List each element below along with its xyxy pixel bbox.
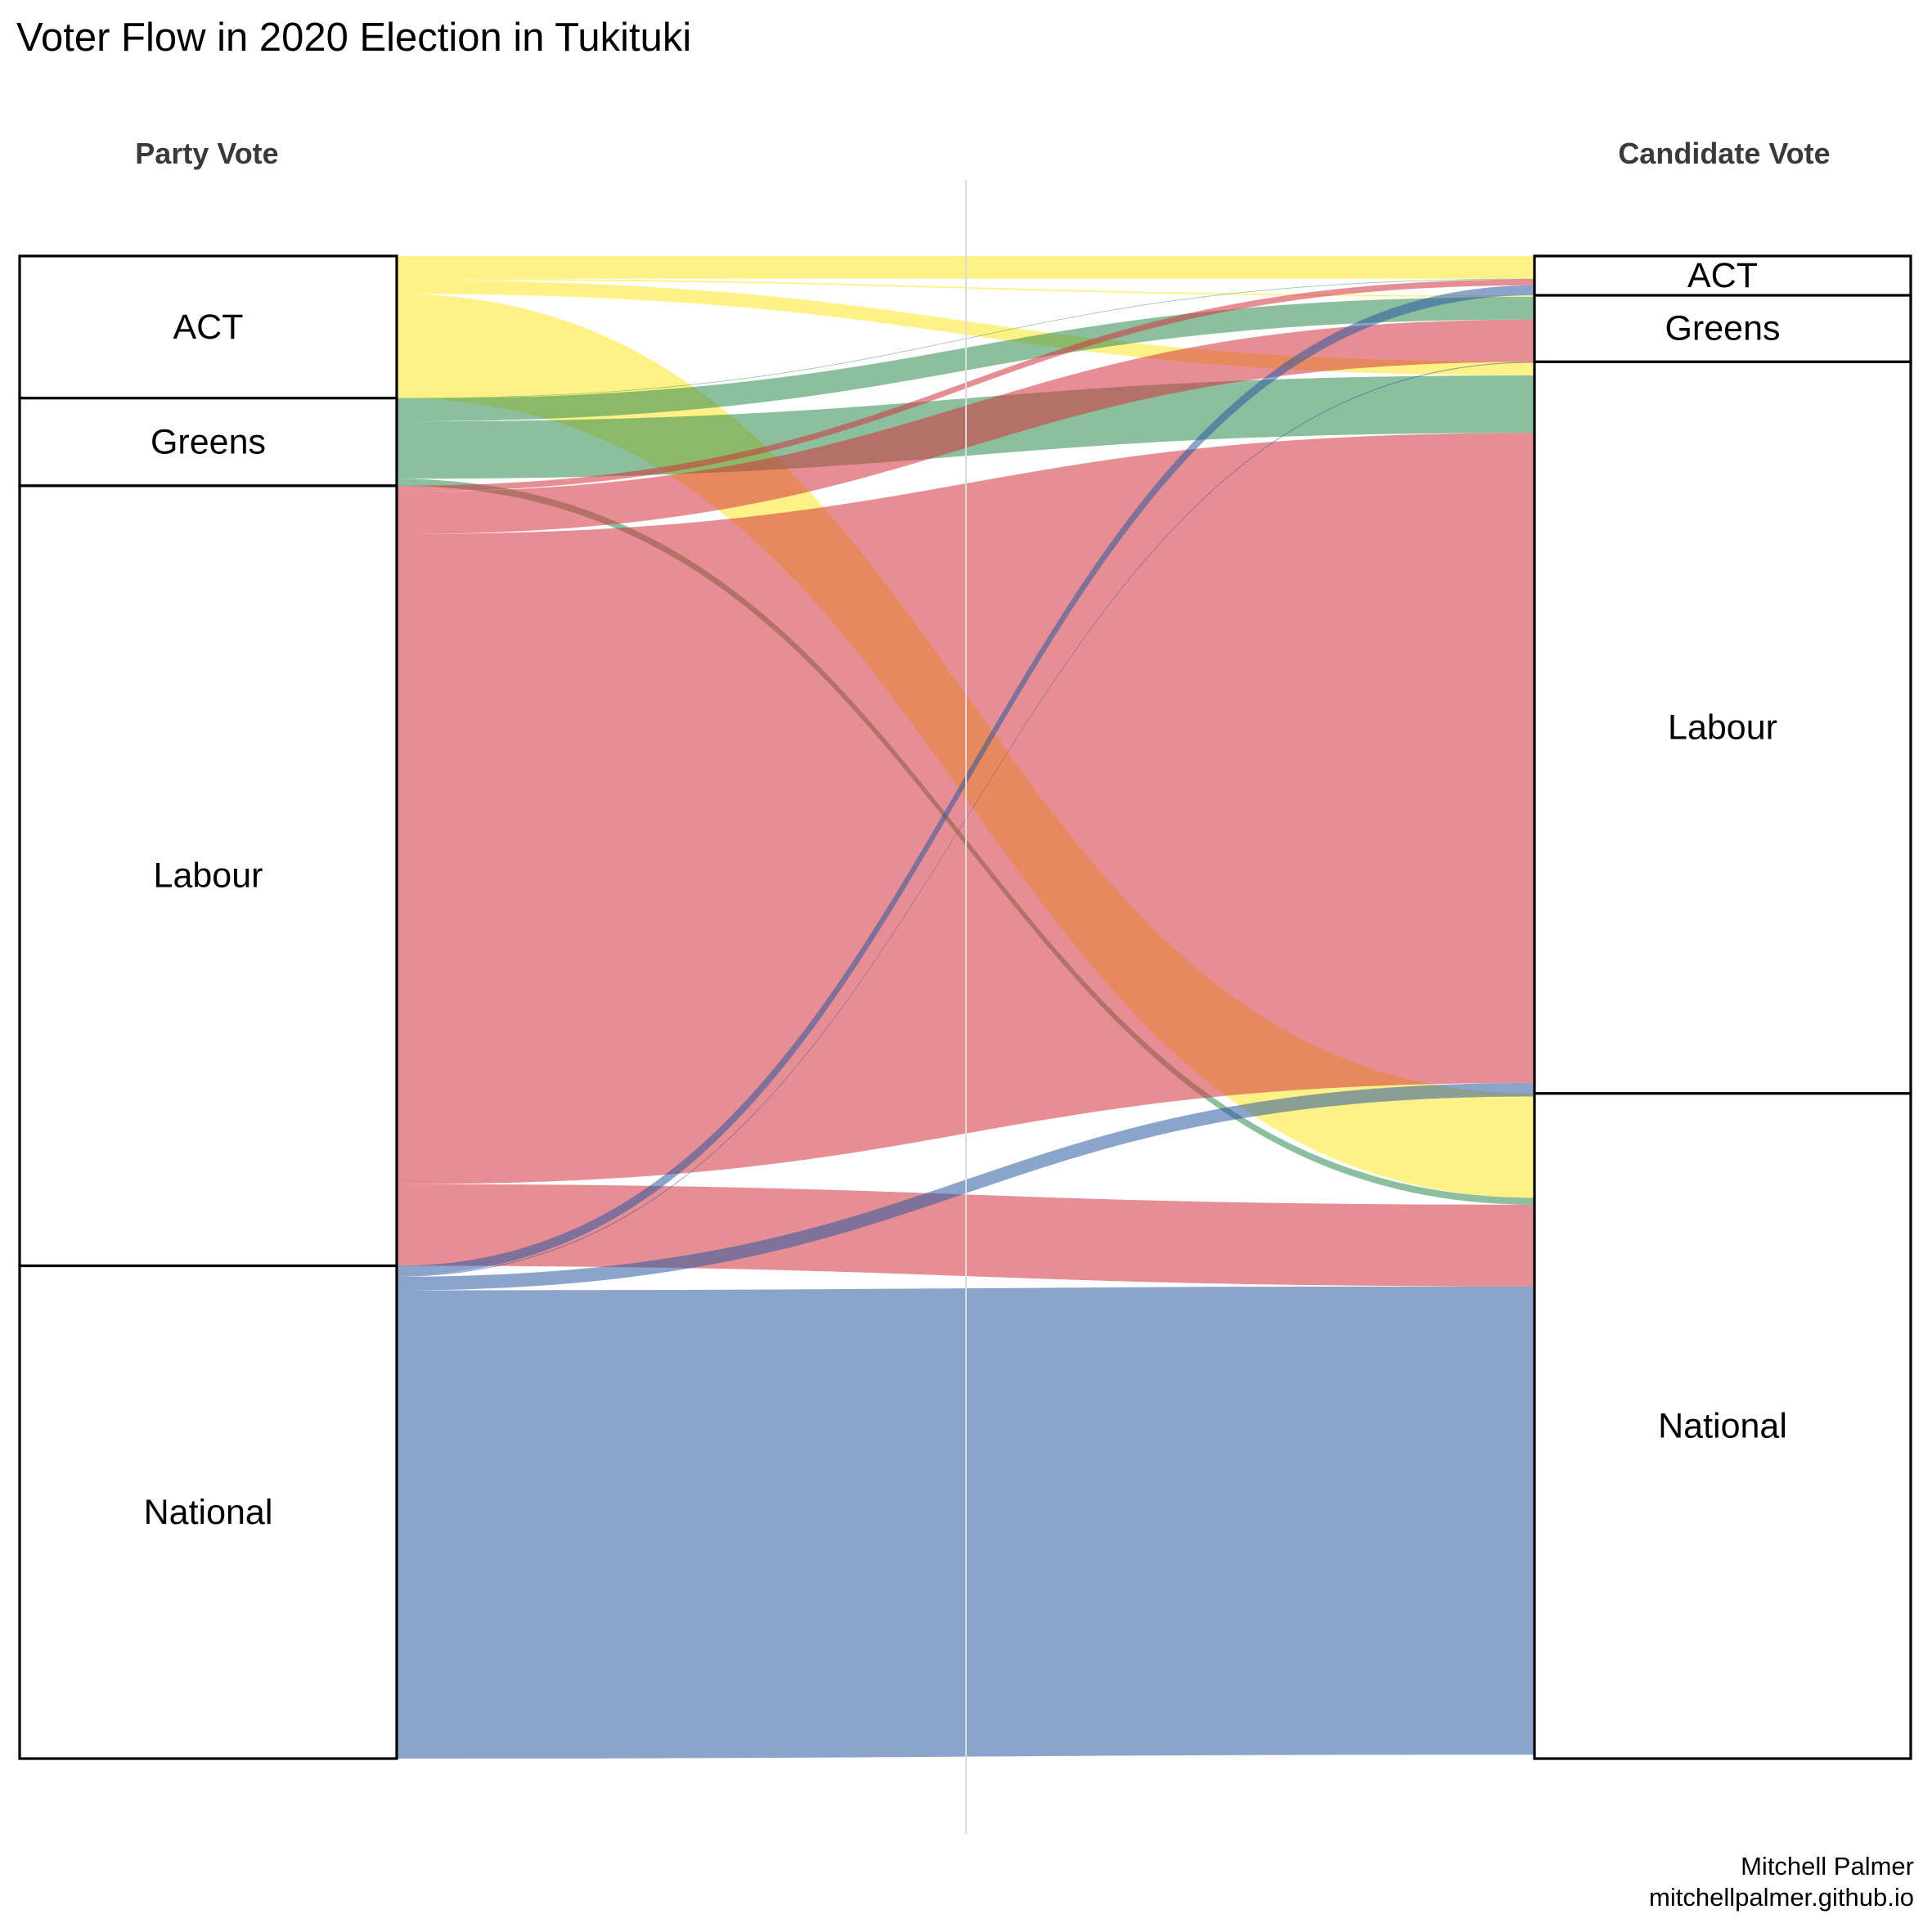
right-node-national	[1533, 1092, 1912, 1760]
left-node-labour	[18, 484, 398, 1268]
left-node-label-greens: Greens	[151, 422, 266, 461]
right-node-greens	[1533, 294, 1912, 363]
left-node-label-labour: Labour	[154, 856, 263, 896]
left-node-act	[18, 254, 398, 400]
right-node-act	[1533, 254, 1912, 297]
left-node-label-national: National	[144, 1493, 273, 1532]
right-column-heading: Candidate Vote	[1618, 137, 1830, 170]
right-node-label-act: ACT	[1687, 256, 1758, 295]
right-node-labour	[1533, 360, 1912, 1095]
caption-author: Mitchell Palmer	[1741, 1852, 1914, 1880]
right-node-label-labour: Labour	[1668, 708, 1777, 748]
caption-site: mitchellpalmer.github.io	[1649, 1883, 1914, 1912]
left-node-greens	[18, 397, 398, 487]
left-node-national	[18, 1264, 398, 1760]
left-node-label-act: ACT	[173, 308, 244, 347]
right-node-label-national: National	[1658, 1406, 1787, 1445]
chart-title: Voter Flow in 2020 Election in Tukituki	[16, 16, 691, 60]
left-column-heading: Party Vote	[135, 137, 278, 170]
right-node-label-greens: Greens	[1665, 309, 1780, 348]
nodes-layer: ACT Greens Labour National ACT Greens Labour Na…	[18, 254, 1912, 1760]
